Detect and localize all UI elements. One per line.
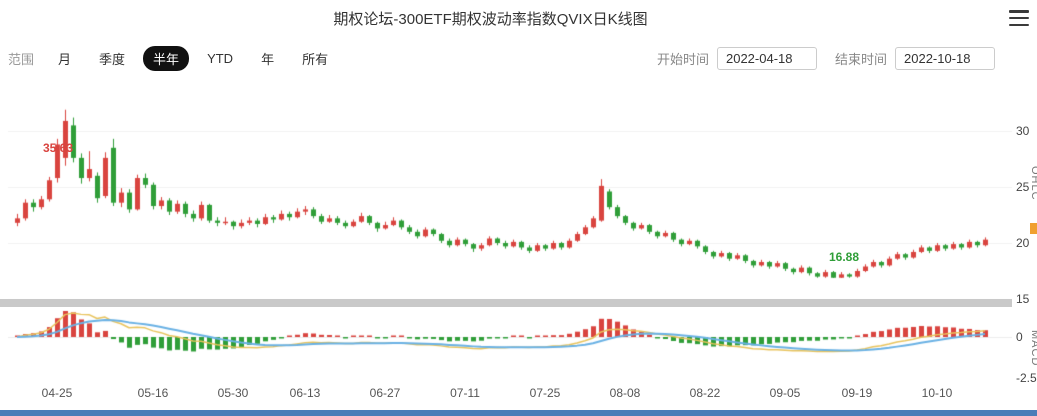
range-button-half-year[interactable]: 半年 — [143, 45, 190, 71]
range-button-ytd[interactable]: YTD — [197, 48, 243, 69]
range-button-year[interactable]: 年 — [251, 46, 284, 71]
toolbar: 范围 月 季度 半年 YTD 年 所有 开始时间 结束时间 — [0, 44, 1037, 72]
range-button-quarter[interactable]: 季度 — [89, 46, 135, 71]
macd-axis-title: MACD — [1029, 330, 1037, 367]
hamburger-menu-icon[interactable] — [1009, 10, 1029, 26]
end-time-label: 结束时间 — [834, 51, 887, 67]
range-button-month[interactable]: 月 — [48, 46, 81, 71]
start-time-label: 开始时间 — [656, 51, 709, 67]
bottom-blue-strip — [0, 410, 1037, 416]
latest-price-marker — [1030, 223, 1037, 234]
end-date-input[interactable] — [895, 46, 995, 70]
page-title: 期权论坛-300ETF期权波动率指数QVIX日K线图 — [333, 11, 648, 28]
chart-hscrollbar[interactable] — [0, 299, 1012, 307]
range-button-all[interactable]: 所有 — [292, 46, 338, 71]
price-axis-title: OHLC — [1029, 166, 1037, 201]
range-label: 范围 — [8, 51, 35, 67]
start-date-input[interactable] — [716, 46, 817, 70]
